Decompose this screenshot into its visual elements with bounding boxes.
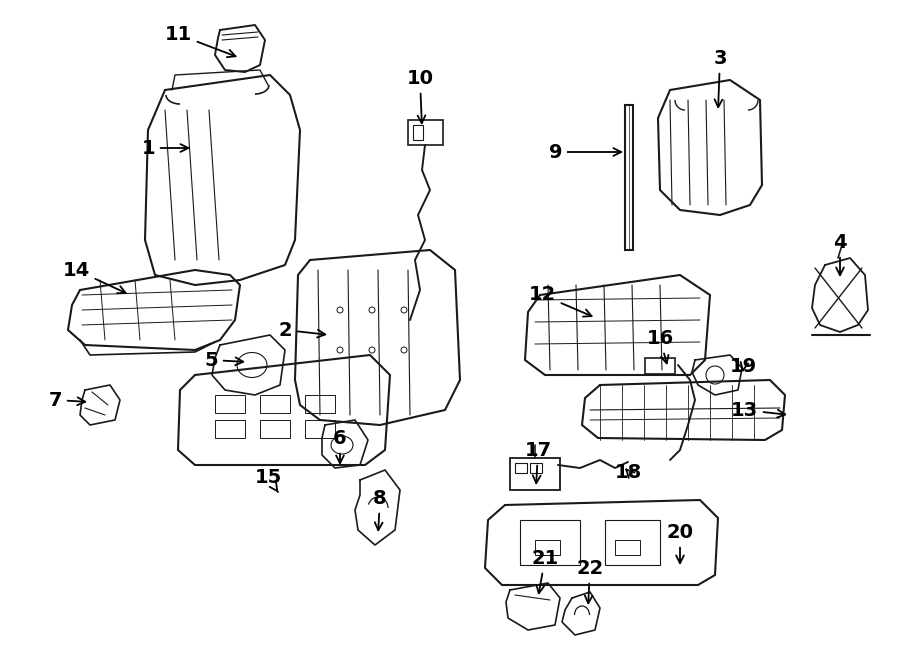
Bar xyxy=(413,125,423,140)
Bar xyxy=(625,105,633,250)
Bar xyxy=(305,420,335,438)
Text: 9: 9 xyxy=(548,143,621,161)
Text: 17: 17 xyxy=(525,441,552,483)
Bar xyxy=(260,420,290,438)
Bar xyxy=(520,520,580,565)
Text: 20: 20 xyxy=(667,523,694,563)
Text: 3: 3 xyxy=(713,49,727,107)
Text: 8: 8 xyxy=(374,489,387,530)
Text: 19: 19 xyxy=(730,358,757,377)
Bar xyxy=(305,395,335,413)
Text: 22: 22 xyxy=(576,559,604,603)
Text: 14: 14 xyxy=(63,260,126,293)
Bar xyxy=(515,463,527,473)
Text: 18: 18 xyxy=(615,463,643,481)
Text: 15: 15 xyxy=(255,468,282,492)
Text: 13: 13 xyxy=(731,401,785,420)
Text: 1: 1 xyxy=(141,139,188,157)
Bar xyxy=(530,463,542,473)
Bar xyxy=(408,120,443,145)
Text: 16: 16 xyxy=(646,329,673,364)
Bar xyxy=(260,395,290,413)
Text: 4: 4 xyxy=(833,233,847,275)
Bar xyxy=(535,540,560,555)
Text: 6: 6 xyxy=(333,429,346,463)
Bar xyxy=(605,520,660,565)
Bar xyxy=(645,358,675,374)
Bar xyxy=(510,458,560,490)
Bar xyxy=(615,540,640,555)
Bar xyxy=(215,420,245,438)
Text: 12: 12 xyxy=(529,286,591,317)
Text: 2: 2 xyxy=(278,321,325,340)
Text: 21: 21 xyxy=(531,549,559,594)
Bar xyxy=(215,395,245,413)
Text: 5: 5 xyxy=(204,350,243,369)
Text: 10: 10 xyxy=(407,69,434,123)
Text: 11: 11 xyxy=(165,25,236,57)
Text: 7: 7 xyxy=(49,391,86,410)
